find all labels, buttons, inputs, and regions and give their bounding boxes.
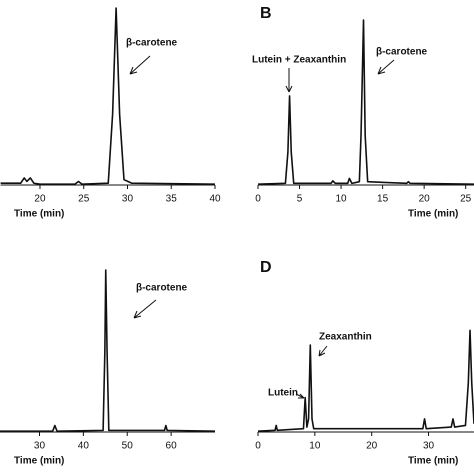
chromatogram-trace [257,329,474,432]
x-tick-label: 10 [309,441,321,452]
x-tick-label: 30 [122,194,134,205]
x-axis-label: Time (min) [14,209,64,220]
x-tick-label: 15 [377,194,389,205]
chromatogram-trace [257,19,474,185]
x-tick-label: 40 [209,194,221,205]
x-tick-label: 35 [166,194,178,205]
chromatogram-trace [0,7,216,185]
annotation: β-carotene [376,47,428,58]
annotation: β-carotene [126,38,178,49]
arrow [285,68,293,93]
panel-label: B [260,5,272,22]
x-tick-label: 60 [166,441,178,452]
chromatogram-trace [0,269,216,432]
x-tick-label: 40 [78,441,90,452]
arrow [377,59,395,75]
x-tick-label: 5 [297,194,303,205]
arrow [133,299,157,319]
x-tick-label: 30 [34,441,46,452]
x-axis-label: Time (min) [408,209,458,220]
x-tick-label: 50 [122,441,134,452]
x-tick-label: 0 [255,194,261,205]
x-axis-label: Time (min) [408,456,458,467]
arrow [129,55,151,75]
x-tick-label: 30 [423,441,435,452]
annotation: Zeaxanthin [319,332,372,343]
x-tick-label: 0 [255,441,261,452]
arrow [295,393,305,399]
annotation: Lutein [268,388,298,399]
annotation: Lutein + Zeaxanthin [252,55,346,66]
x-tick-label: 20 [34,194,46,205]
annotation: β-carotene [136,283,188,294]
x-tick-label: 20 [366,441,378,452]
panel-label: D [260,259,272,276]
x-axis-label: Time (min) [14,456,64,467]
x-tick-label: 20 [419,194,431,205]
x-tick-label: 10 [336,194,348,205]
x-tick-label: 25 [78,194,90,205]
arrow [318,345,328,357]
x-tick-label: 25 [460,194,472,205]
